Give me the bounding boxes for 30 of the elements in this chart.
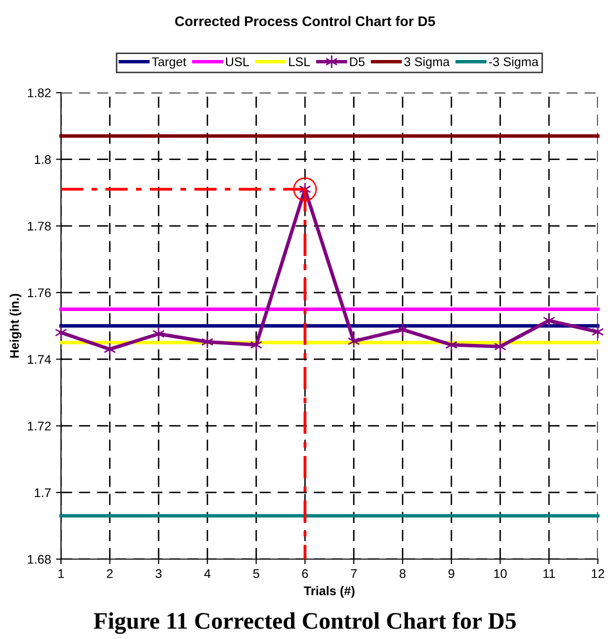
y-tick-label: 1.7 [34,488,51,498]
y-tick-label: 1.74 [28,355,51,364]
x-tick-label: 10 [494,569,507,578]
y-tick-label: 1.72 [28,422,51,430]
x-tick-label: 8 [400,569,406,578]
legend-label: D5 [350,57,365,66]
x-tick-label: 11 [543,569,555,578]
x-tick-label: 9 [448,569,454,578]
y-tick-label: 1.8 [34,155,51,164]
y-tick-label: 1.76 [28,288,51,298]
caption: Figure 11 Corrected Control Chart for D5 [94,612,516,634]
chart-title: Corrected Process Control Chart for D5 [175,16,436,26]
x-tick-label: 1 [58,569,64,578]
x-tick-label: 2 [106,569,113,578]
y-tick-label: 1.78 [28,222,51,231]
legend-label: Target [152,57,186,69]
legend-label: 3 Sigma [404,57,450,69]
y-axis-title: Height (in.) [10,294,22,358]
legend-label: LSL [289,57,310,66]
y-tick-label: 1.68 [28,554,51,564]
x-tick-label: 3 [156,569,162,578]
legend-label: -3 Sigma [489,57,538,69]
x-axis-title: Trials (#) [304,586,354,598]
x-tick-label: 5 [253,569,260,578]
x-tick-label: 12 [592,569,604,578]
y-tick-label: 1.82 [28,88,51,98]
x-tick-label: 7 [350,569,357,578]
x-tick-label: 6 [302,569,308,578]
legend-label: USL [226,57,249,66]
x-tick-label: 4 [204,569,211,578]
